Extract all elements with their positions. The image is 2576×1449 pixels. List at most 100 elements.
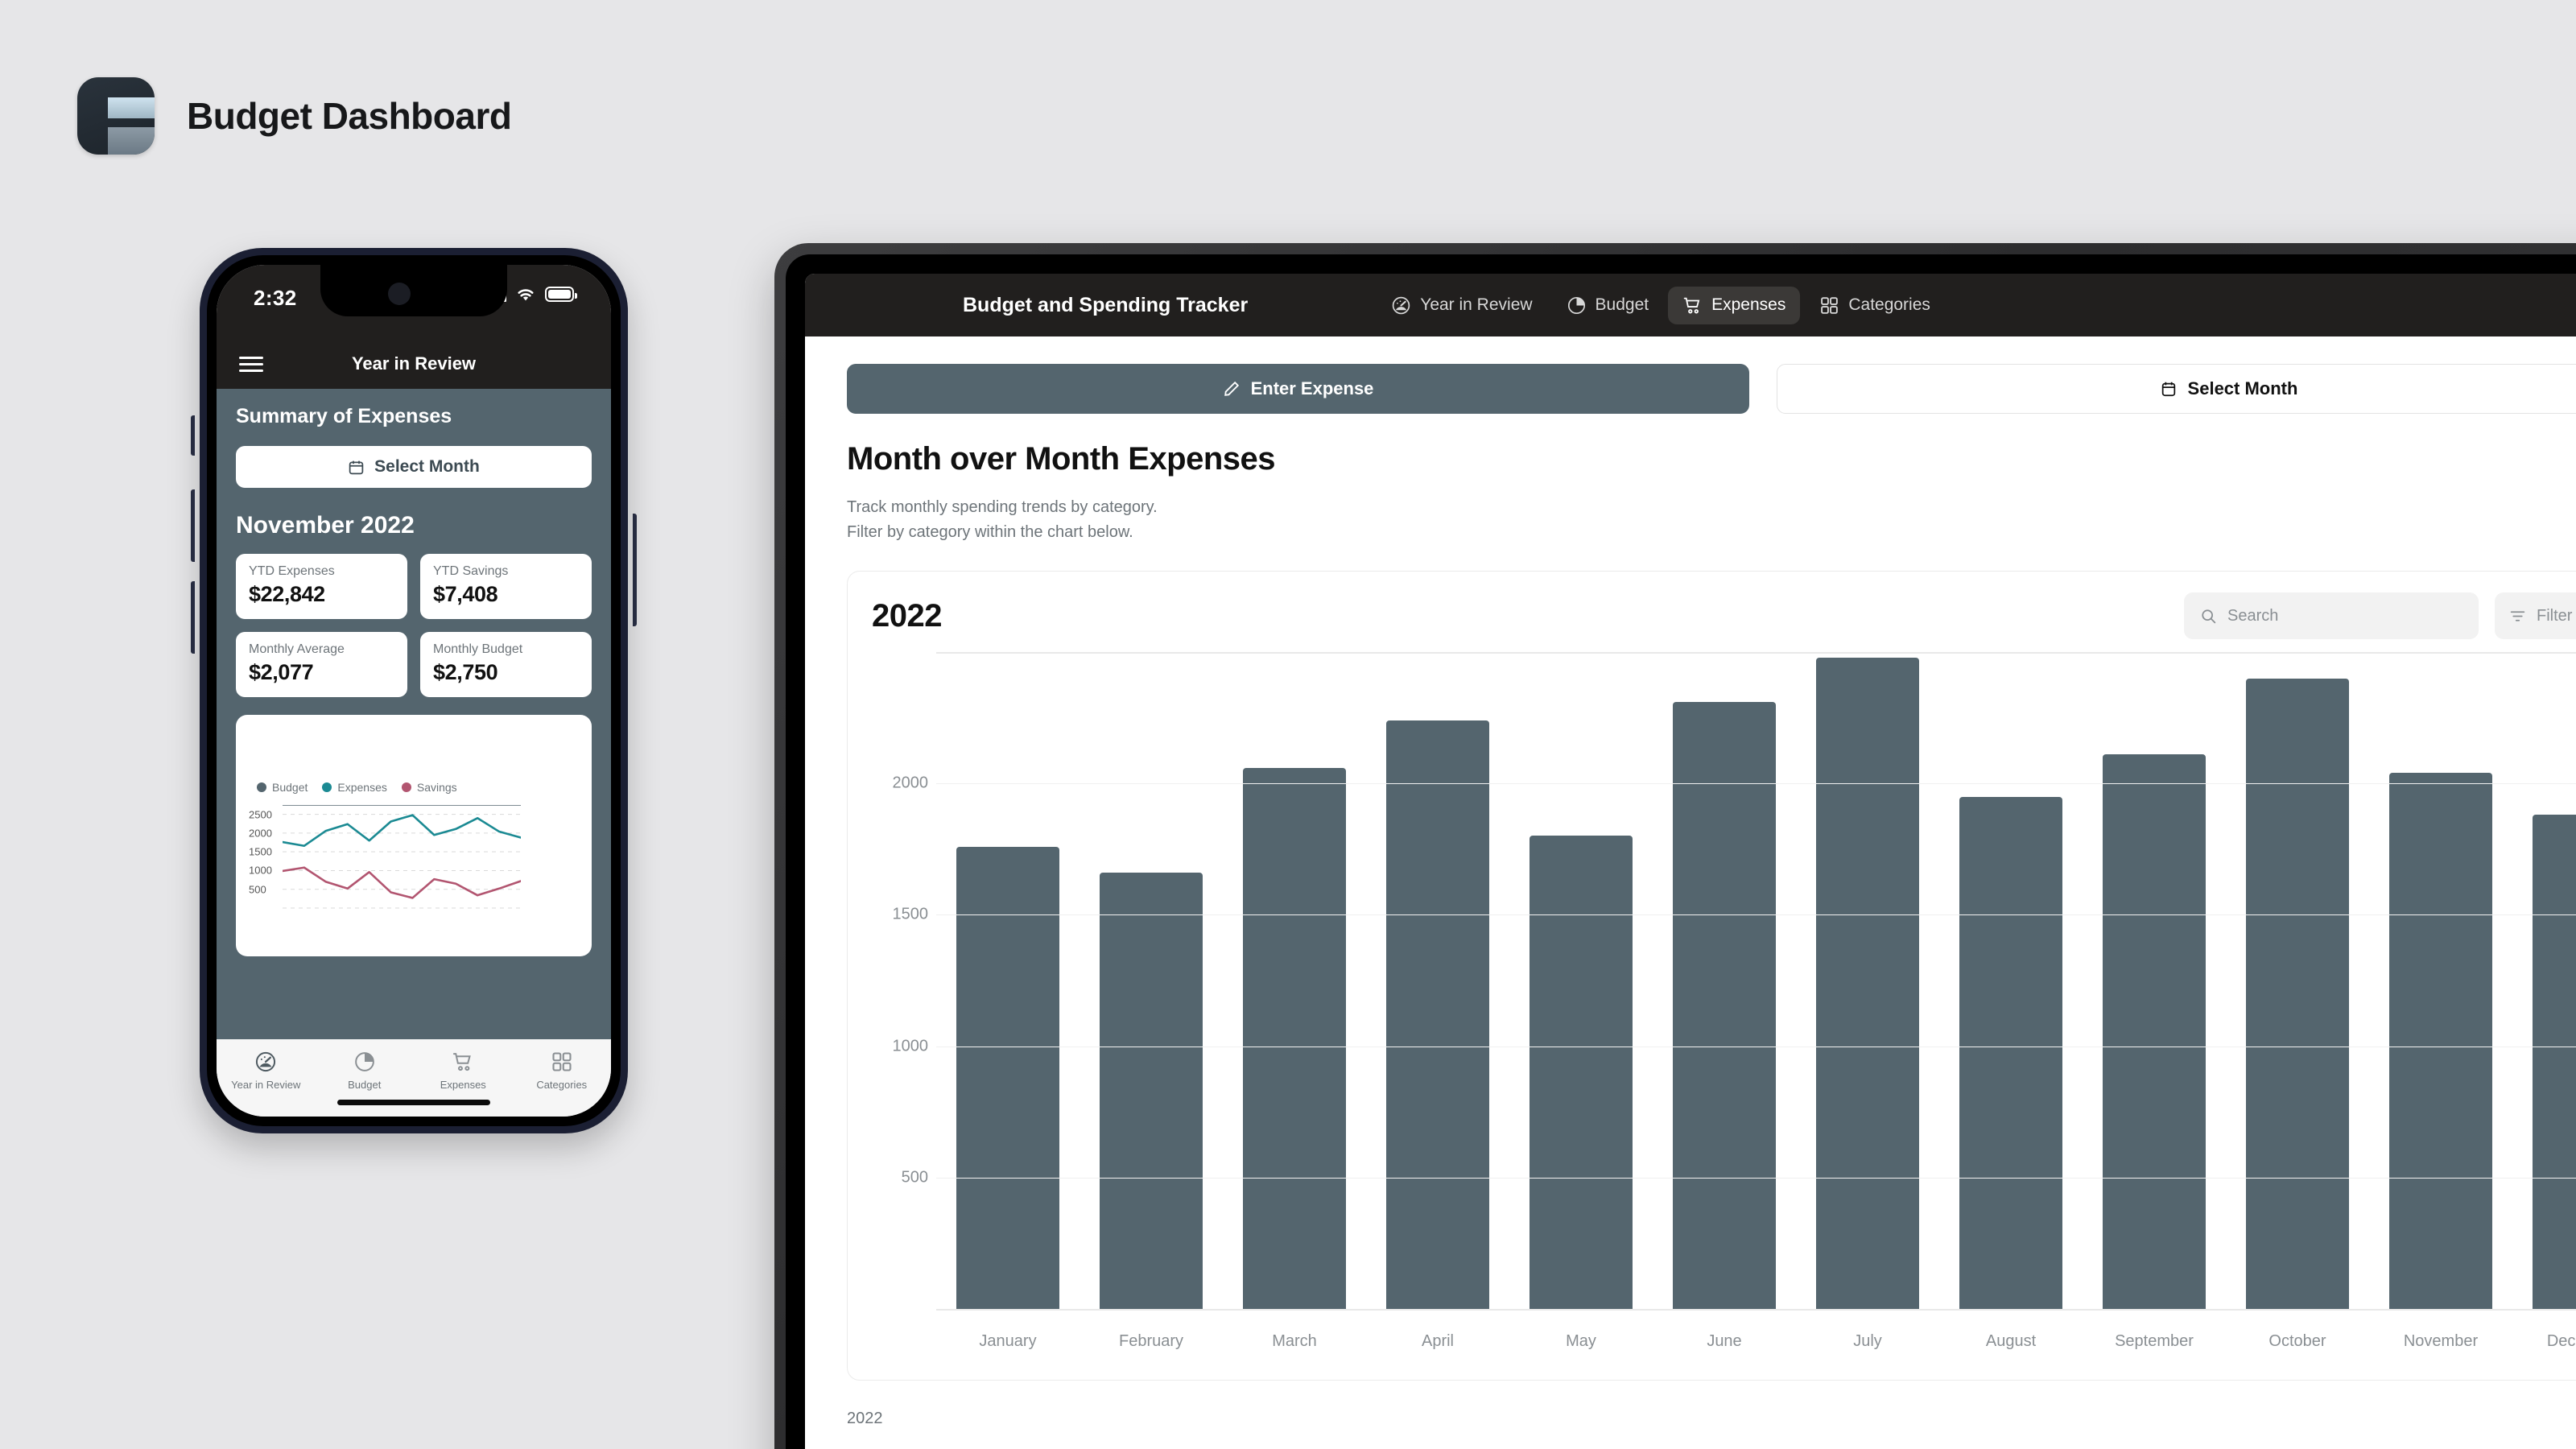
phone-notch [320, 265, 507, 316]
chart-filter-label: Filter [2537, 606, 2573, 625]
tab-expenses[interactable]: Expenses [1668, 286, 1801, 324]
phone-tab-label: Budget [348, 1079, 382, 1091]
enter-expense-button[interactable]: Enter Expense [847, 364, 1749, 414]
bar[interactable] [956, 846, 1060, 1309]
hamburger-menu-icon[interactable] [239, 356, 263, 372]
bar[interactable] [1959, 796, 2063, 1309]
stat-label: YTD Expenses [249, 564, 335, 578]
chart-filter-dropdown[interactable]: Filter [2495, 592, 2576, 639]
chart-legend: Budget Expenses Savings [257, 781, 579, 794]
phone-tab-budget[interactable]: Budget [316, 1051, 415, 1091]
stat-card: YTD Expenses $22,842 [236, 554, 407, 619]
calendar-icon [2160, 380, 2178, 398]
search-icon [2200, 608, 2217, 625]
bar-column[interactable] [1939, 796, 2083, 1309]
stat-value: $22,842 [249, 582, 325, 606]
phone-nav-title: Year in Review [351, 353, 477, 374]
pie-chart-icon [1567, 295, 1587, 316]
legend-label: Expenses [337, 781, 387, 794]
bar-column[interactable] [2369, 773, 2512, 1309]
x-axis-tick: March [1272, 1332, 1317, 1350]
desktop-action-row: Enter Expense Select Month [847, 364, 2576, 414]
x-axis-tick: April [1421, 1332, 1454, 1350]
bar-column[interactable] [1366, 720, 1509, 1309]
x-axis-labels: January February March April May June July Augu… [936, 1332, 2576, 1351]
bar-chart-card: 2022 Search [847, 571, 2576, 1381]
y-axis-tick: 2000 [892, 774, 929, 792]
page-title: Budget Dashboard [187, 95, 512, 137]
bar-column[interactable] [1080, 873, 1223, 1309]
bar[interactable] [2532, 815, 2576, 1309]
phone-select-month-button[interactable]: Select Month [236, 446, 592, 488]
phone-screen: 2:32 Year in Review Summary of Expenses [217, 265, 611, 1117]
stat-label: Monthly Budget [433, 642, 523, 656]
bar[interactable] [2102, 754, 2207, 1309]
phone-tab-label: Expenses [440, 1079, 486, 1091]
legend-item-budget: Budget [257, 781, 308, 794]
x-axis-tick: June [1707, 1332, 1742, 1350]
gauge-icon [1391, 295, 1411, 316]
chart-search-input[interactable]: Search [2184, 592, 2479, 639]
phone-nav-bar: Year in Review [217, 339, 611, 389]
bar[interactable] [1242, 767, 1347, 1309]
bar-column[interactable] [2512, 815, 2576, 1309]
x-axis-tick: February [1118, 1332, 1184, 1350]
phone-tab-label: Year in Review [231, 1079, 301, 1091]
phone-select-month-label: Select Month [374, 457, 480, 476]
gauge-icon [254, 1051, 277, 1073]
battery-icon [545, 286, 577, 302]
desktop-nav-bar: Budget and Spending Tracker Year in Revi… [805, 274, 2576, 336]
legend-label: Budget [272, 781, 308, 794]
bar-column[interactable] [2083, 754, 2226, 1309]
select-month-button[interactable]: Select Month [1777, 364, 2576, 414]
phone-tab-expenses[interactable]: Expenses [414, 1051, 513, 1091]
grid-icon [551, 1051, 573, 1073]
tab-year-in-review[interactable]: Year in Review [1377, 287, 1546, 324]
bar-chart-plot: 500 1000 1500 2000 January February March Apri… [872, 652, 2576, 1360]
bar[interactable] [2245, 678, 2350, 1309]
chart-baseline [936, 1309, 2576, 1311]
stat-label: YTD Savings [433, 564, 509, 578]
desktop-main: Enter Expense Select Month Month over Mo… [805, 336, 2576, 1449]
y-axis-tick: 1500 [892, 905, 929, 923]
bar-column[interactable] [2226, 678, 2369, 1309]
stat-value: $7,408 [433, 582, 498, 606]
stat-value: $2,750 [433, 660, 498, 684]
tab-budget[interactable]: Budget [1552, 287, 1664, 324]
tab-label: Expenses [1711, 295, 1786, 314]
tab-label: Budget [1595, 295, 1649, 314]
bar[interactable] [1529, 836, 1633, 1309]
phone-tab-year-in-review[interactable]: Year in Review [217, 1051, 316, 1091]
brand-header: Budget Dashboard [77, 77, 512, 155]
phone-period-label: November 2022 [236, 512, 415, 539]
subtitle-line-1: Track monthly spending trends by categor… [847, 498, 1158, 516]
phone-tab-categories[interactable]: Categories [513, 1051, 612, 1091]
pencil-icon [1223, 380, 1241, 398]
tab-categories[interactable]: Categories [1805, 287, 1945, 324]
bar[interactable] [2388, 773, 2493, 1309]
bar[interactable] [1672, 702, 1777, 1309]
y-axis-tick: 500 [249, 883, 266, 896]
desktop-tabs: Year in Review Budget Expe [1377, 286, 1945, 324]
x-axis-tick: December [2546, 1332, 2576, 1350]
bar-column[interactable] [1796, 657, 1939, 1309]
stat-card: Monthly Budget $2,750 [420, 632, 592, 697]
y-axis-tick: 2000 [249, 827, 272, 840]
bar[interactable] [1815, 657, 1920, 1309]
x-axis-tick: July [1853, 1332, 1882, 1350]
bar-column[interactable] [1223, 767, 1366, 1309]
bar-column[interactable] [1509, 836, 1653, 1309]
bar-column[interactable] [936, 846, 1080, 1309]
bar-column[interactable] [1653, 702, 1796, 1309]
chart-year-title: 2022 [872, 597, 942, 634]
legend-item-expenses: Expenses [322, 781, 387, 794]
bar[interactable] [1385, 720, 1490, 1309]
phone-stat-grid: YTD Expenses $22,842 YTD Savings $7,408 … [236, 554, 592, 697]
x-axis-tick: September [2115, 1332, 2194, 1350]
y-axis: 500 1000 1500 2000 [872, 652, 936, 1309]
home-indicator [337, 1100, 490, 1105]
bar[interactable] [1099, 873, 1203, 1309]
x-axis-tick: November [2403, 1332, 2479, 1350]
status-time: 2:32 [254, 286, 297, 310]
grid-line [936, 1177, 2576, 1179]
